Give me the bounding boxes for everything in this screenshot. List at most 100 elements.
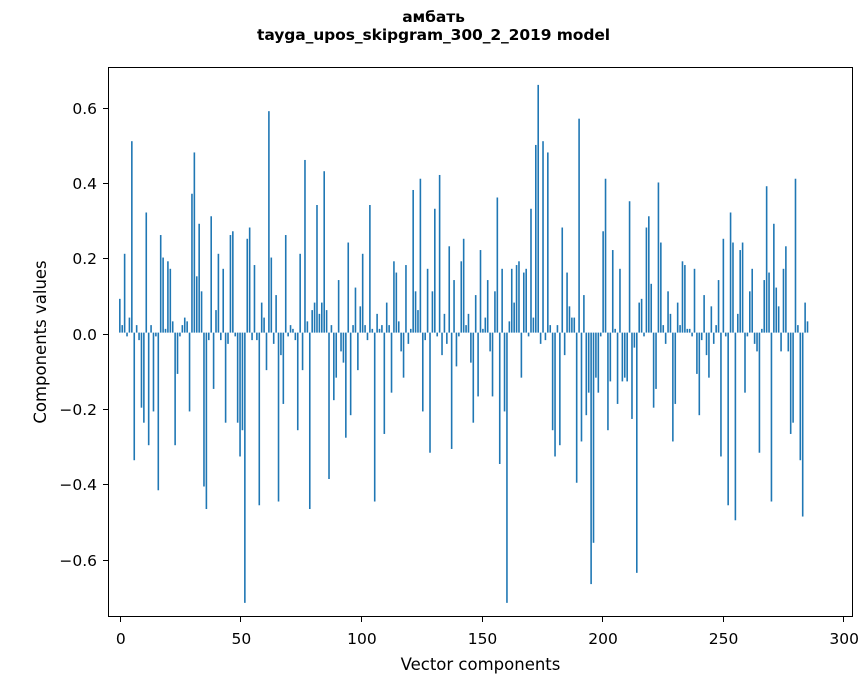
bar <box>611 250 614 333</box>
bar <box>229 235 232 333</box>
bar <box>770 332 773 502</box>
bar <box>724 332 727 337</box>
bar <box>135 325 138 333</box>
bar <box>530 208 532 333</box>
y-tick-label: −0.2 <box>59 400 97 419</box>
bar <box>301 332 304 371</box>
bar <box>263 317 265 333</box>
x-tick-label: 200 <box>588 630 618 648</box>
bar <box>691 332 693 337</box>
bar <box>357 332 359 371</box>
bar <box>587 332 590 393</box>
bar <box>503 332 506 412</box>
bar <box>436 332 439 337</box>
bar <box>684 265 686 333</box>
bar <box>453 280 455 333</box>
bar <box>763 280 766 333</box>
bar <box>277 332 280 502</box>
bar <box>554 332 556 457</box>
bar <box>628 201 631 333</box>
y-axis-label: Components values <box>31 260 50 424</box>
bar <box>294 332 297 341</box>
bar <box>652 332 655 408</box>
bar <box>595 332 597 378</box>
bar <box>732 242 734 333</box>
bar <box>306 321 309 333</box>
bar <box>207 332 210 341</box>
bar <box>785 246 787 333</box>
bar <box>458 332 460 337</box>
bar <box>660 242 662 333</box>
bar <box>672 332 674 442</box>
bar <box>801 332 804 517</box>
bar <box>246 238 249 333</box>
y-tick-mark: −0.2 <box>59 401 109 419</box>
bar <box>669 313 672 333</box>
y-tick-label: 0.4 <box>72 174 97 193</box>
bar <box>126 332 128 337</box>
bar <box>518 261 520 333</box>
x-tick-mark: 250 <box>709 616 738 648</box>
x-tick-mark: 150 <box>468 616 497 648</box>
bar <box>758 332 761 453</box>
bar <box>220 332 222 341</box>
bar <box>186 321 188 333</box>
bar <box>590 332 592 585</box>
bar <box>210 216 212 333</box>
bar <box>123 253 126 333</box>
x-tick-mark: 300 <box>829 616 859 648</box>
bar <box>768 272 770 333</box>
bar <box>325 310 328 333</box>
bar <box>744 332 746 393</box>
bar <box>388 325 390 333</box>
bar <box>489 332 491 352</box>
bar <box>313 302 316 333</box>
bar <box>260 302 263 333</box>
bar <box>381 325 383 333</box>
bar <box>559 332 561 446</box>
y-tick-label: 0.2 <box>72 250 97 269</box>
x-axis-label: Vector components <box>400 655 561 674</box>
bar <box>609 332 612 382</box>
bar <box>621 332 624 382</box>
bar <box>578 118 580 333</box>
bar <box>280 332 282 356</box>
bars-plot-area <box>109 68 852 616</box>
bar <box>258 332 261 506</box>
bar <box>602 231 604 333</box>
bar <box>138 332 140 341</box>
bar <box>248 227 251 333</box>
bar <box>200 291 203 333</box>
bar <box>143 332 145 423</box>
bar <box>345 332 347 438</box>
chart-title-line-1: амбать <box>402 8 465 26</box>
bar <box>236 332 239 423</box>
bar <box>354 287 357 333</box>
bar <box>421 332 424 412</box>
bar <box>359 306 362 333</box>
bar <box>195 276 198 333</box>
bar <box>467 313 470 333</box>
bar <box>703 295 705 333</box>
bar <box>700 332 703 341</box>
bar <box>491 332 494 397</box>
bar <box>460 261 463 333</box>
bar <box>308 332 311 510</box>
bar <box>486 280 489 333</box>
bar <box>407 332 410 344</box>
bar <box>482 328 484 333</box>
bar <box>508 321 511 333</box>
bar <box>688 328 691 333</box>
bar <box>434 208 436 333</box>
x-tick-mark: 0 <box>116 616 126 648</box>
bar <box>479 250 482 333</box>
x-tick-mark: 200 <box>588 616 618 648</box>
bar <box>224 332 227 423</box>
bar <box>140 332 143 408</box>
bar <box>797 325 799 333</box>
bar <box>535 144 537 333</box>
bar <box>265 332 268 371</box>
bar <box>775 287 778 333</box>
bar <box>376 313 378 333</box>
bar <box>349 332 352 416</box>
